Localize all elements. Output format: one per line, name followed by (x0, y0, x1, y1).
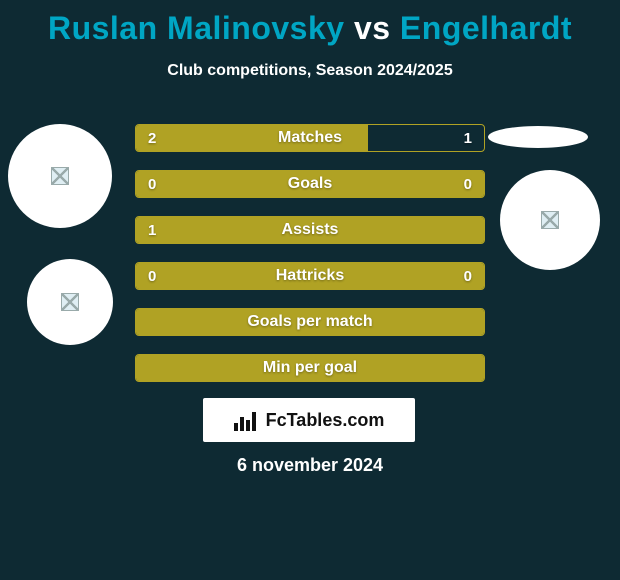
stat-value-right: 0 (464, 263, 472, 289)
player2-name: Engelhardt (400, 10, 572, 46)
subtitle: Club competitions, Season 2024/2025 (0, 62, 620, 80)
stat-row: Matches2 1 (135, 124, 485, 152)
comparison-rows: Matches21Goals00Assists1Hattricks00Goals… (135, 124, 485, 400)
stat-value-left: 0 (148, 171, 156, 197)
stat-value-right: 1 (464, 125, 472, 151)
brand-box: FcTables.com (203, 398, 415, 442)
vs-separator: vs (354, 10, 391, 46)
stat-label: Assists (136, 217, 484, 243)
stat-label: Hattricks (136, 263, 484, 289)
stat-value-left: 0 (148, 263, 156, 289)
stat-row: Goals per match (135, 308, 485, 336)
broken-image-icon (541, 211, 559, 229)
stat-value-right: 0 (464, 171, 472, 197)
page-title: Ruslan Malinovsky vs Engelhardt (0, 10, 620, 47)
stat-label: Matches (136, 125, 484, 151)
stat-label: Goals per match (136, 309, 484, 335)
stat-value-left: 2 (148, 125, 156, 151)
stat-label: Goals (136, 171, 484, 197)
stat-row: Assists1 (135, 216, 485, 244)
stat-row: Hattricks0 0 (135, 262, 485, 290)
avatar-right (500, 170, 600, 270)
decorative-ellipse (488, 126, 588, 148)
stat-row: Goals0 0 (135, 170, 485, 198)
stat-label: Min per goal (136, 355, 484, 381)
avatar-top-left (8, 124, 112, 228)
avatar-bottom-left (27, 259, 113, 345)
broken-image-icon (61, 293, 79, 311)
stat-value-left: 1 (148, 217, 156, 243)
stat-row: Min per goal (135, 354, 485, 382)
brand-bars-icon (234, 409, 260, 431)
date-text: 6 november 2024 (0, 455, 620, 476)
broken-image-icon (51, 167, 69, 185)
player1-name: Ruslan Malinovsky (48, 10, 345, 46)
brand-text: FcTables.com (266, 410, 385, 431)
